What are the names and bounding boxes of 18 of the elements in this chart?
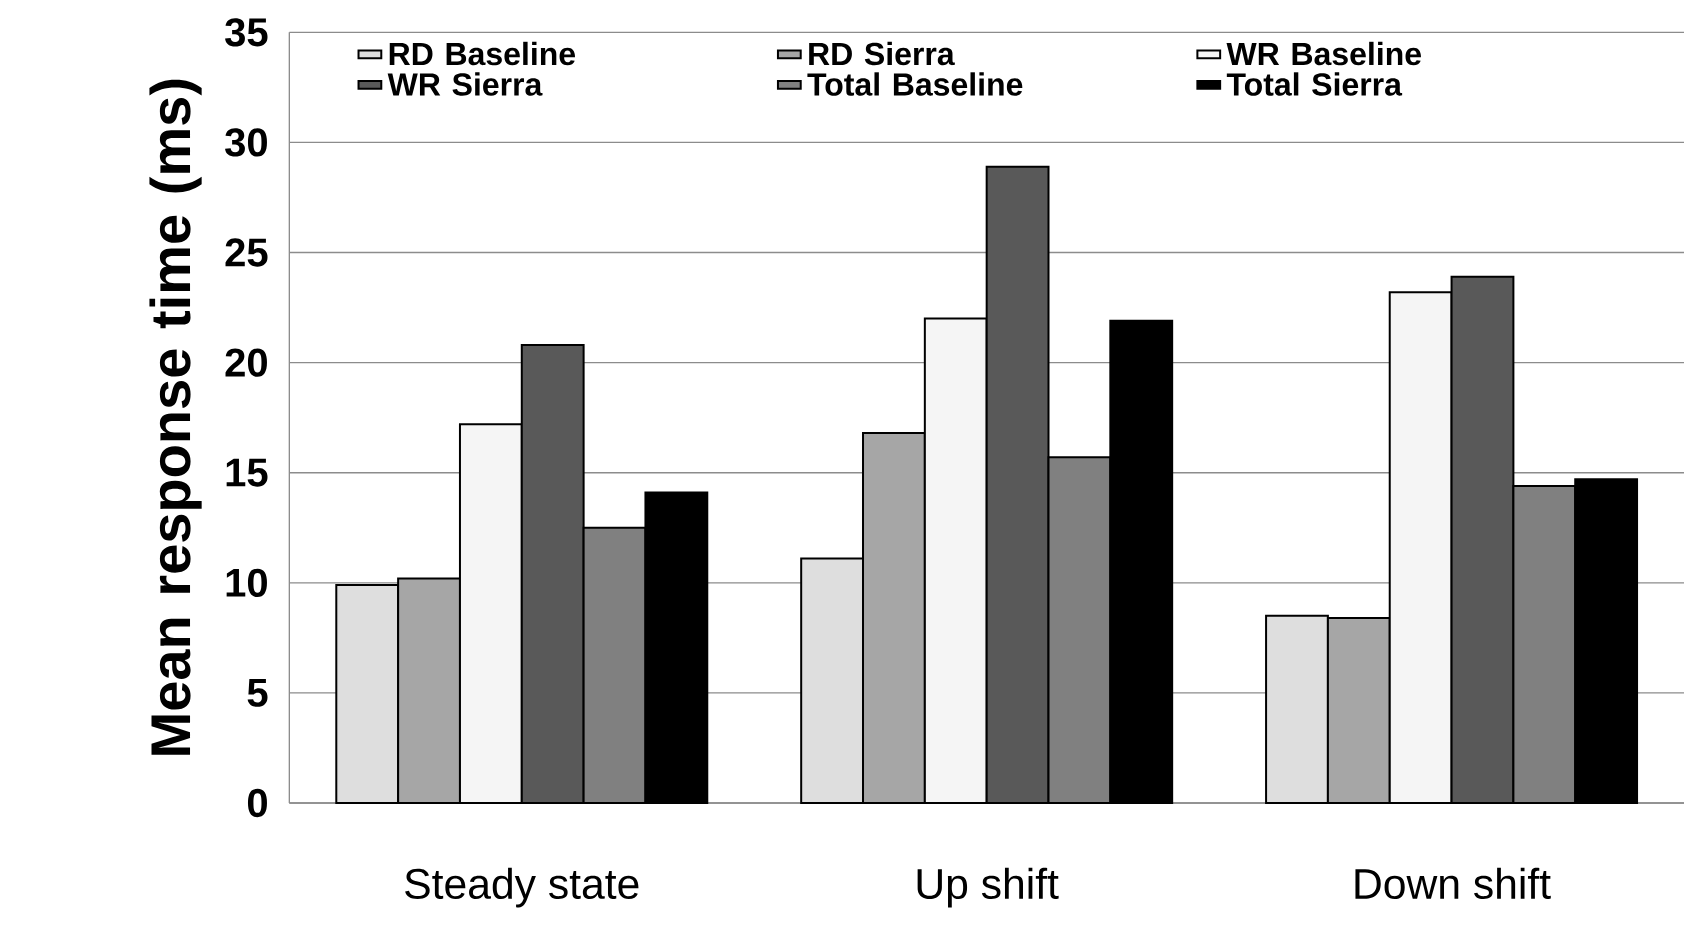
legend-label: WR Sierra	[387, 72, 543, 96]
legend-label: RD Sierra	[809, 41, 955, 66]
legend-label: RD Baseline	[389, 41, 576, 66]
y-tick-label: 35	[225, 18, 268, 47]
y-tick-label: 25	[225, 238, 268, 267]
x-tick-label: Up shift	[917, 867, 1059, 908]
legend-label: Total Sierra	[1226, 72, 1403, 96]
y-tick-label: 15	[226, 458, 268, 487]
y-tick-label: 5	[247, 678, 268, 707]
x-tick-label: Down shift	[1355, 867, 1551, 900]
y-tick-label: 10	[226, 568, 267, 597]
legend-label: Total Baseline	[807, 72, 1023, 96]
y-tick-label: 20	[225, 348, 267, 377]
y-tick-label: 0	[247, 788, 267, 818]
x-tick-label: Steady state	[405, 867, 639, 908]
y-tick-label: 30	[225, 128, 267, 157]
y-axis-title: Mean response time (ms)	[149, 79, 202, 755]
legend-label: WR Baseline	[1226, 41, 1421, 66]
